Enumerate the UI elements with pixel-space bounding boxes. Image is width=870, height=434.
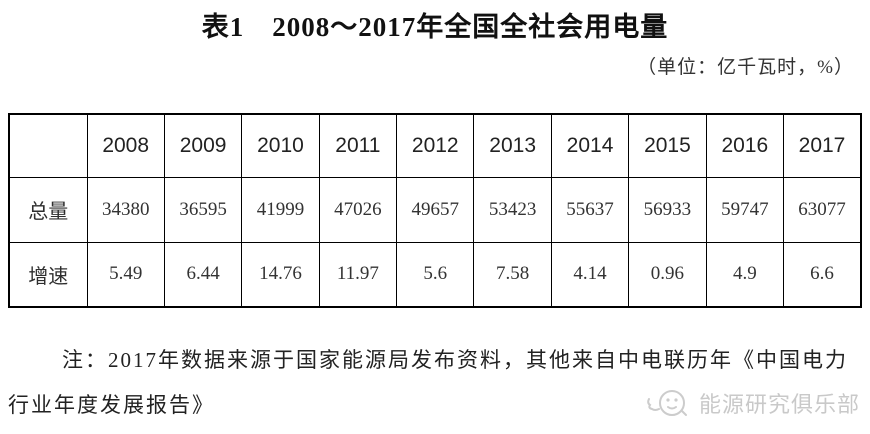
footnote: 注：2017年数据来源于国家能源局发布资料，其他来自中电联历年《中国电力行业年度…: [8, 348, 848, 417]
table-cell: 53423: [473, 176, 552, 243]
table-cell: 59747: [705, 176, 785, 243]
table-cell: 6.44: [163, 241, 243, 308]
table-cell: 63077: [783, 176, 862, 243]
table-cell: 34380: [86, 176, 165, 243]
table-header-row: 2008 2009 2010 2011 2012 2013 2014 2015 …: [8, 113, 862, 178]
row-label-growth: 增速: [8, 241, 88, 308]
table-cell: 14.76: [241, 241, 320, 308]
year-header: 2016: [705, 113, 785, 178]
data-table: 2008 2009 2010 2011 2012 2013 2014 2015 …: [8, 113, 862, 308]
table-cell: 4.9: [705, 241, 785, 308]
table-cell: 49657: [396, 176, 475, 243]
table-cell: 5.6: [396, 241, 475, 308]
table-cell: 7.58: [473, 241, 552, 308]
table-row-growth: 增速 5.49 6.44 14.76 11.97 5.6 7.58 4.14 0…: [8, 241, 862, 308]
year-header: 2010: [241, 113, 320, 178]
cloud-mascot-icon: [646, 387, 692, 419]
table-row-total: 总量 34380 36595 41999 47026 49657 53423 5…: [8, 176, 862, 243]
table-cell: 11.97: [318, 241, 398, 308]
corner-cell: [8, 113, 88, 178]
row-label-total: 总量: [8, 176, 88, 243]
year-header: 2017: [783, 113, 862, 178]
table-cell: 5.49: [86, 241, 165, 308]
year-header: 2008: [86, 113, 165, 178]
year-header: 2013: [473, 113, 552, 178]
watermark-label: 能源研究俱乐部: [698, 392, 860, 417]
year-header: 2011: [318, 113, 398, 178]
unit-note: （单位：亿千瓦时，%）: [637, 57, 854, 78]
year-header: 2015: [628, 113, 707, 178]
table-cell: 36595: [163, 176, 243, 243]
table-cell: 0.96: [628, 241, 707, 308]
table-cell: 55637: [550, 176, 630, 243]
watermark: 能源研究俱乐部: [646, 387, 860, 419]
year-header: 2012: [396, 113, 475, 178]
year-header: 2009: [163, 113, 243, 178]
table-cell: 41999: [241, 176, 320, 243]
table-title: 表1 2008～2017年全国全社会用电量: [201, 12, 669, 42]
year-header: 2014: [550, 113, 630, 178]
table-cell: 56933: [628, 176, 707, 243]
table-cell: 47026: [318, 176, 398, 243]
table-cell: 6.6: [783, 241, 862, 308]
table-cell: 4.14: [550, 241, 630, 308]
